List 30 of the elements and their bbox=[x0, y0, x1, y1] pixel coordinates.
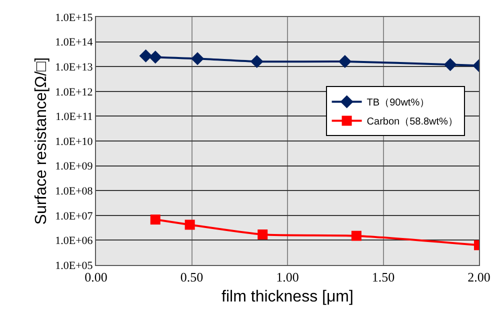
y-tick-label: 1.0E+10 bbox=[55, 136, 94, 148]
y-tick-label: 1.0E+05 bbox=[55, 260, 94, 272]
y-tick-label: 1.0E+13 bbox=[55, 61, 94, 74]
y-tick-label: 1.0E+07 bbox=[55, 210, 94, 222]
x-tick-label: 1.00 bbox=[276, 270, 299, 285]
legend-label: Carbon（58.8wt%） bbox=[366, 116, 458, 128]
x-tick-label: 1.50 bbox=[372, 270, 395, 285]
y-tick-label: 1.0E+08 bbox=[55, 185, 94, 198]
point bbox=[148, 50, 162, 64]
y-tick-label: 1.0E+14 bbox=[55, 36, 94, 49]
point bbox=[338, 55, 352, 68]
y-tick-label: 1.0E+11 bbox=[56, 111, 93, 124]
x-tick-label: 0.50 bbox=[180, 270, 204, 285]
point bbox=[258, 229, 268, 240]
y-tick-label: 1.0E+06 bbox=[55, 235, 94, 248]
y-tick-label: 1.0E+15 bbox=[55, 12, 94, 24]
point bbox=[444, 58, 457, 72]
point bbox=[150, 214, 160, 225]
x-tick-label: 2.00 bbox=[468, 270, 490, 285]
point bbox=[250, 55, 264, 68]
x-tick-label: 0.00 bbox=[84, 270, 108, 285]
legend-label: TB（90wt%） bbox=[366, 98, 430, 109]
y-tick-label: 1.0E+09 bbox=[55, 160, 94, 173]
y-axis-title: Surface resistance[Ω/□] bbox=[33, 57, 50, 225]
point bbox=[139, 49, 152, 62]
point bbox=[351, 230, 362, 241]
point bbox=[184, 220, 195, 230]
x-axis-title: film thickness [μm] bbox=[222, 288, 354, 306]
point bbox=[191, 52, 204, 66]
y-tick-label: 1.0E+12 bbox=[55, 86, 93, 98]
